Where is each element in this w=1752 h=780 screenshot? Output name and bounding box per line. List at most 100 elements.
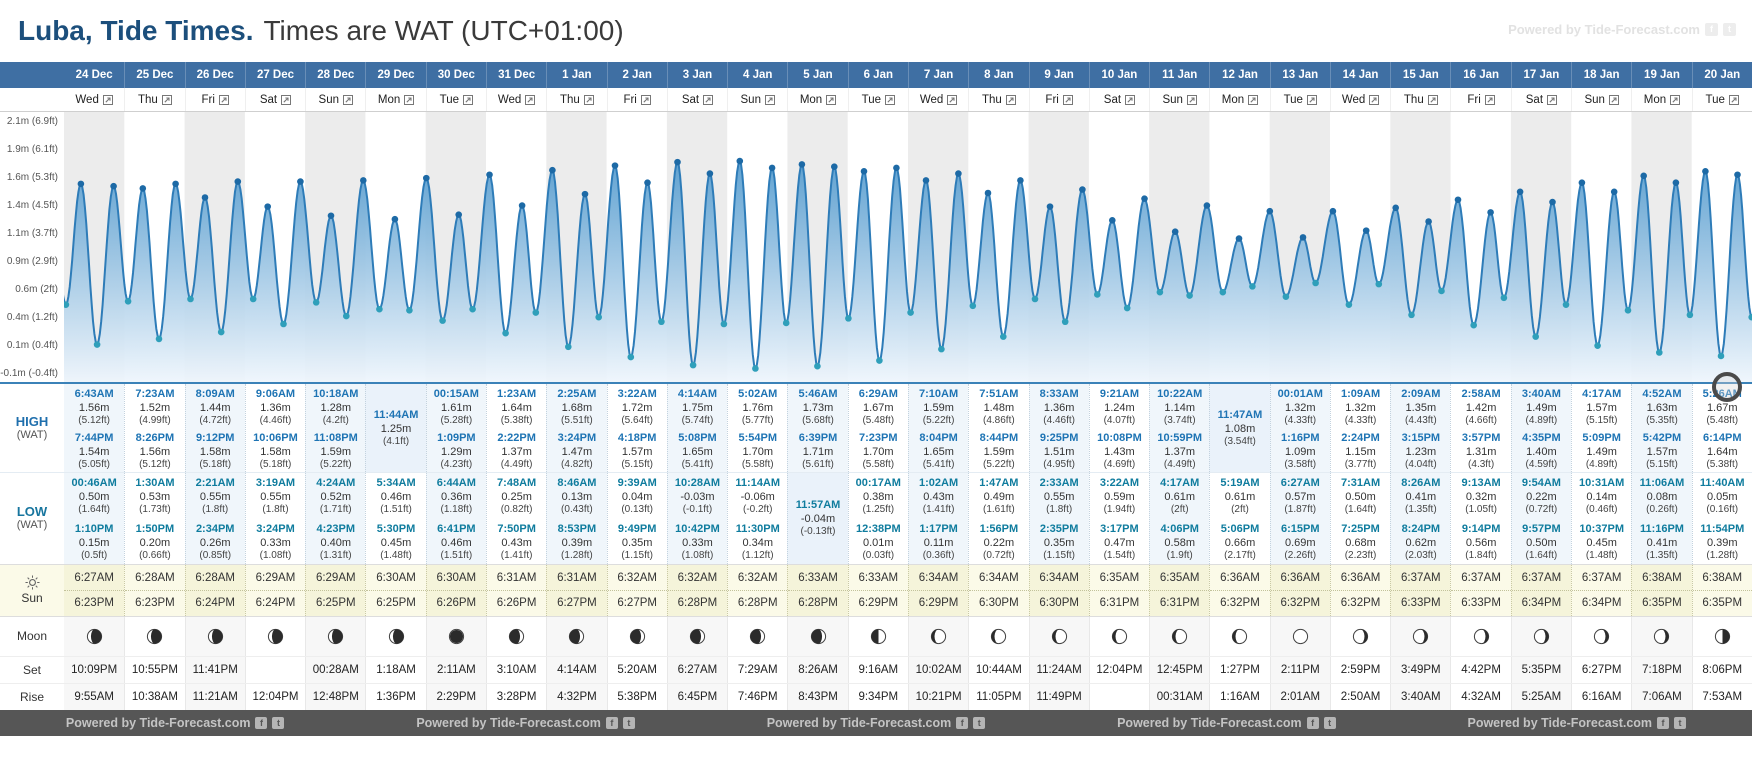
date-header-cell[interactable]: 1 Jan: [546, 62, 606, 88]
moonset-time: 12:04PM: [1088, 657, 1150, 683]
date-header-cell[interactable]: 14 Jan: [1329, 62, 1390, 88]
expand-icon[interactable]: [1427, 94, 1438, 105]
expand-icon[interactable]: [1248, 94, 1259, 105]
weekday-cell[interactable]: Mon: [1631, 88, 1691, 111]
expand-icon[interactable]: [343, 94, 353, 105]
y-axis-label: 1.4m (4.5ft): [6, 200, 58, 211]
weekday-cell[interactable]: Sat: [1510, 88, 1571, 111]
date-header-cell[interactable]: 24 Dec: [75, 69, 113, 81]
weekday-cell[interactable]: Thu: [546, 88, 606, 111]
date-header-cell[interactable]: 10 Jan: [1088, 62, 1149, 88]
date-header-cell[interactable]: 17 Jan: [1510, 62, 1571, 88]
moonset-time: 11:24AM: [1028, 657, 1089, 683]
weekday-cell[interactable]: Thu: [1390, 88, 1450, 111]
weekday-cell[interactable]: Fri: [1028, 88, 1089, 111]
date-header-cell[interactable]: 9 Jan: [1028, 62, 1089, 88]
date-header-cell[interactable]: 3 Jan: [666, 62, 727, 88]
high-tide-time: 3:57PM: [1461, 432, 1501, 444]
high-tide-height-ft: (5.05ft): [78, 459, 110, 470]
date-header-cell[interactable]: 30 Dec: [425, 62, 486, 88]
date-header-cell[interactable]: 16 Jan: [1450, 62, 1510, 88]
date-header-cell[interactable]: 4 Jan: [727, 62, 787, 88]
date-header-cell[interactable]: 29 Dec: [365, 62, 425, 88]
expand-icon[interactable]: [1547, 94, 1558, 105]
expand-icon[interactable]: [525, 94, 536, 105]
sun-cell: 6:34AM 6:29PM: [907, 565, 969, 616]
expand-icon[interactable]: [404, 94, 415, 105]
weekday-cell[interactable]: Mon: [1209, 88, 1269, 111]
weekday-cell[interactable]: Fri: [606, 88, 667, 111]
expand-icon[interactable]: [703, 94, 714, 105]
date-header-cell[interactable]: 2 Jan: [606, 62, 667, 88]
expand-icon[interactable]: [218, 94, 229, 105]
high-tide-time: 8:44PM: [979, 432, 1019, 444]
expand-icon[interactable]: [947, 94, 958, 105]
expand-icon[interactable]: [1484, 94, 1495, 105]
date-header-cell[interactable]: 5 Jan: [787, 62, 847, 88]
date-header-cell[interactable]: 25 Dec: [124, 62, 184, 88]
date-header-cell[interactable]: 31 Dec: [485, 62, 546, 88]
expand-icon[interactable]: [102, 94, 113, 105]
weekday-cell[interactable]: Sun: [1149, 88, 1209, 111]
expand-icon[interactable]: [1306, 94, 1317, 105]
weekday-cell[interactable]: Wed: [485, 88, 546, 111]
expand-icon[interactable]: [1728, 94, 1739, 105]
low-tide-height-m: 0.58m: [1164, 536, 1195, 549]
weekday-cell[interactable]: Tue: [1269, 88, 1330, 111]
date-header-cell[interactable]: 12 Jan: [1209, 62, 1269, 88]
expand-icon[interactable]: [583, 94, 594, 105]
expand-icon[interactable]: [1670, 94, 1681, 105]
weekday-cell[interactable]: Thu: [968, 88, 1028, 111]
expand-icon[interactable]: [884, 94, 895, 105]
expand-icon[interactable]: [1125, 94, 1136, 105]
weekday-cell[interactable]: Fri: [184, 88, 245, 111]
expand-icon[interactable]: [764, 94, 775, 105]
date-header-cell[interactable]: 28 Dec: [305, 62, 365, 88]
expand-icon[interactable]: [1608, 94, 1619, 105]
weekday-cell[interactable]: Sun: [1571, 88, 1631, 111]
expand-icon[interactable]: [463, 94, 474, 105]
high-tide-height-m: 1.70m: [863, 446, 894, 458]
date-header-cell[interactable]: 18 Jan: [1571, 62, 1631, 88]
date-header-cell[interactable]: 6 Jan: [847, 62, 908, 88]
weekday-cell[interactable]: Sat: [244, 88, 305, 111]
low-tide-cell: 9:54AM 0.22m (0.72ft) 9:57PM 0.50m (1.64…: [1510, 473, 1572, 564]
scroll-indicator[interactable]: [1712, 372, 1742, 402]
low-tide-entry: 7:48AM 0.25m (0.82ft): [487, 473, 546, 519]
weekday-cell[interactable]: Tue: [847, 88, 908, 111]
weekday-cell[interactable]: Wed: [64, 88, 124, 111]
expand-icon[interactable]: [1369, 94, 1380, 105]
date-header-cell[interactable]: 26 Dec: [184, 62, 245, 88]
expand-icon[interactable]: [281, 94, 292, 105]
high-tide-height-m: 1.43m: [1104, 446, 1135, 458]
weekday-cell[interactable]: Fri: [1450, 88, 1510, 111]
sunrise-time: 6:35AM: [1150, 565, 1210, 591]
expand-icon[interactable]: [1005, 94, 1016, 105]
weekday-cell[interactable]: Wed: [1329, 88, 1390, 111]
weekday-cell[interactable]: Mon: [787, 88, 847, 111]
expand-icon[interactable]: [1062, 94, 1073, 105]
expand-icon[interactable]: [161, 94, 172, 105]
weekday-cell[interactable]: Tue: [425, 88, 486, 111]
high-tide-height-m: 1.32m: [1345, 402, 1376, 414]
weekday-cell[interactable]: Sat: [666, 88, 727, 111]
expand-icon[interactable]: [826, 94, 837, 105]
weekday-cell[interactable]: Tue: [1691, 88, 1752, 111]
weekday-cell[interactable]: Thu: [124, 88, 184, 111]
weekday-cell[interactable]: Mon: [365, 88, 425, 111]
expand-icon[interactable]: [640, 94, 651, 105]
weekday-cell[interactable]: Sat: [1088, 88, 1149, 111]
date-header-cell[interactable]: 8 Jan: [968, 62, 1028, 88]
date-header-cell[interactable]: 7 Jan: [907, 62, 968, 88]
date-header-cell[interactable]: 19 Jan: [1631, 62, 1691, 88]
date-header-cell[interactable]: 11 Jan: [1149, 62, 1209, 88]
weekday-cell[interactable]: Wed: [907, 88, 968, 111]
high-tide-time: 3:15PM: [1401, 432, 1441, 444]
weekday-cell[interactable]: Sun: [305, 88, 365, 111]
expand-icon[interactable]: [1186, 94, 1197, 105]
date-header-cell[interactable]: 27 Dec: [244, 62, 305, 88]
date-header-cell[interactable]: 13 Jan: [1269, 62, 1330, 88]
weekday-cell[interactable]: Sun: [727, 88, 787, 111]
date-header-cell[interactable]: 15 Jan: [1390, 62, 1450, 88]
date-header-cell[interactable]: 20 Jan: [1691, 62, 1752, 88]
